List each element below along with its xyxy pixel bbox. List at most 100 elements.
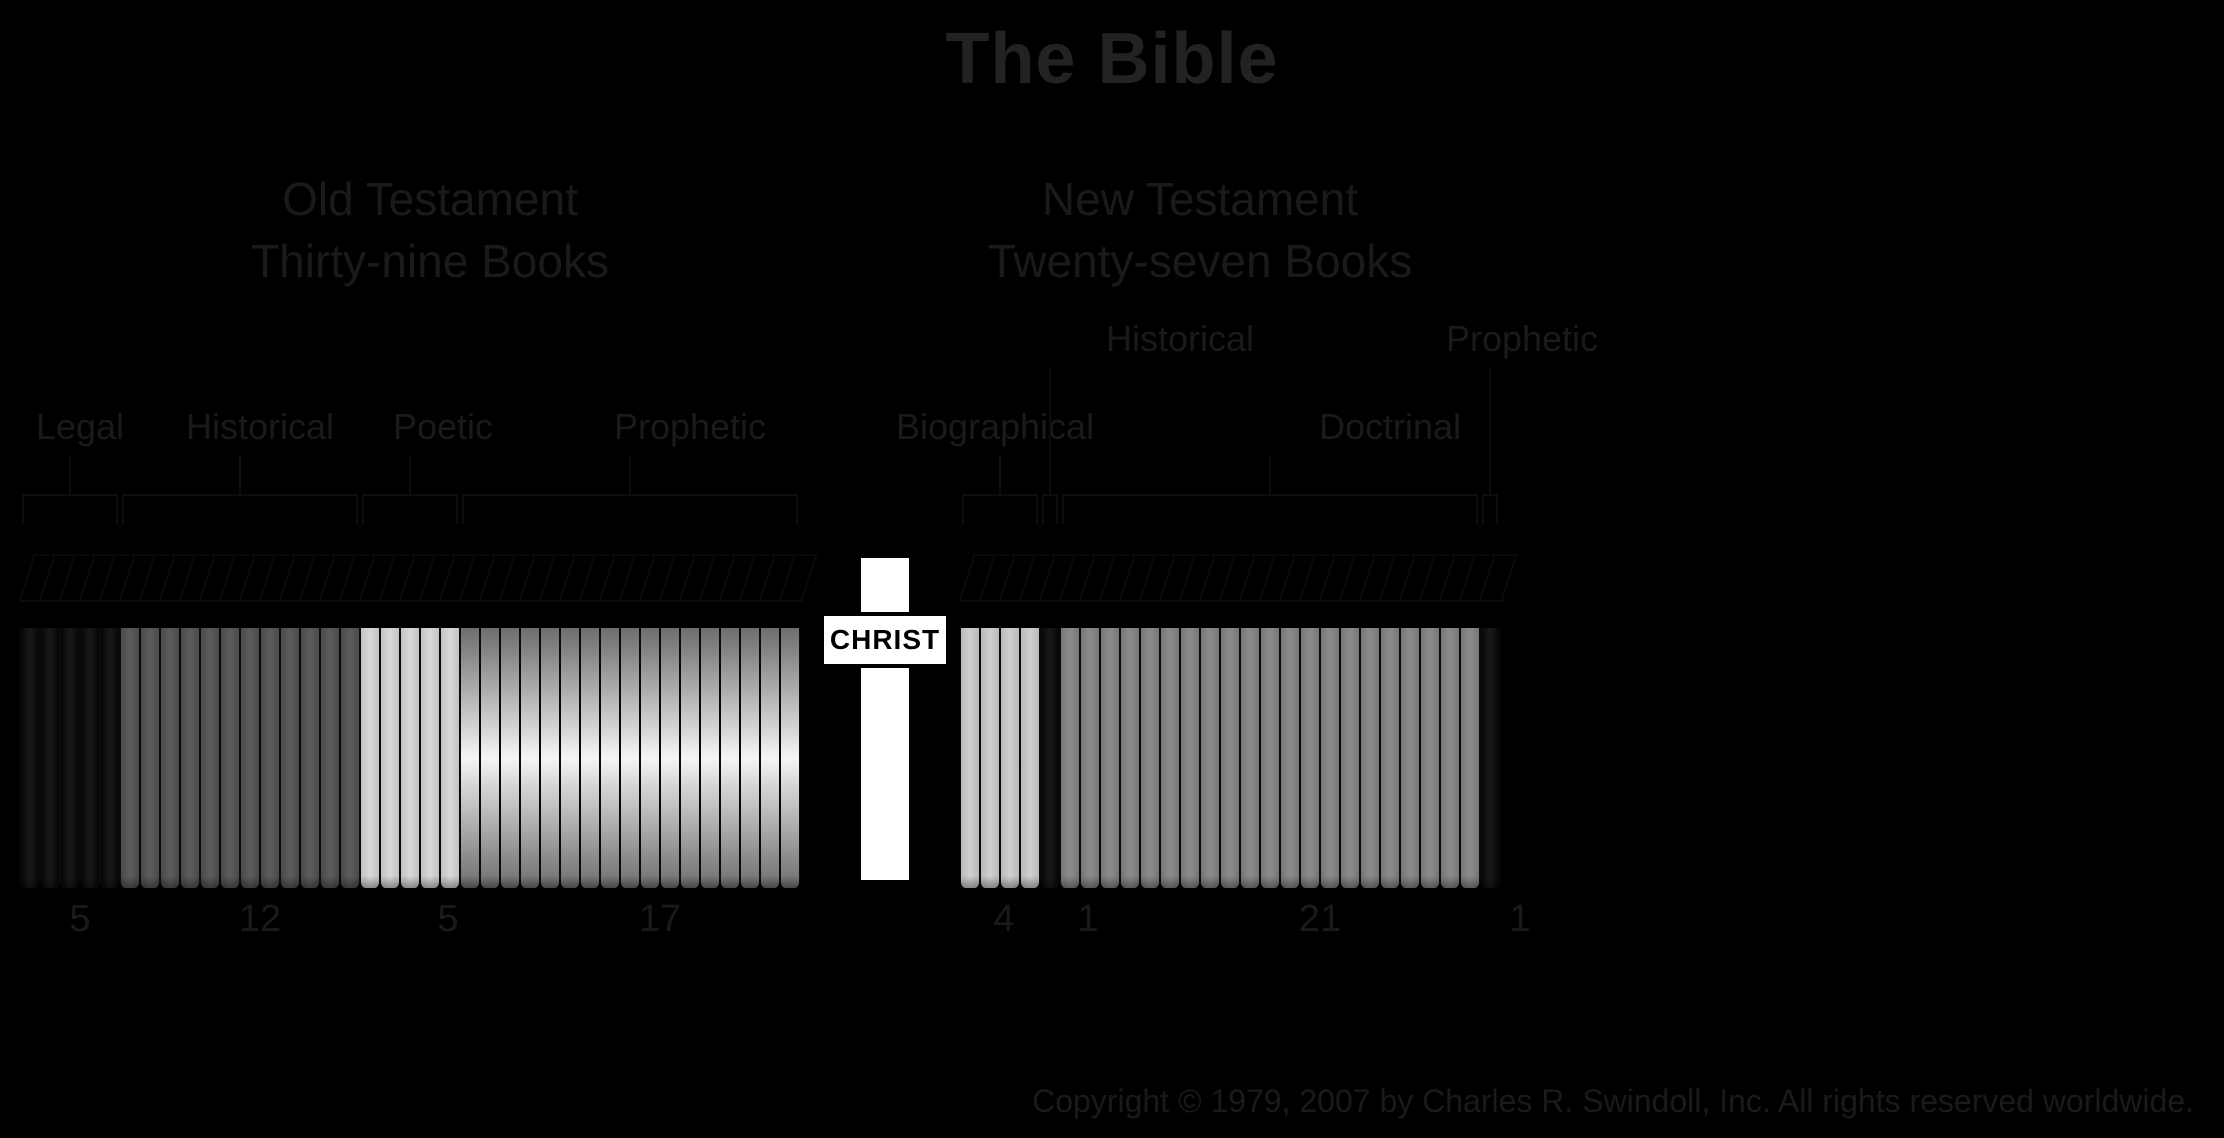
book-top	[1120, 554, 1140, 598]
book-top	[1080, 554, 1100, 598]
book-spine	[1040, 628, 1060, 888]
book-spine	[680, 628, 700, 888]
book-top	[120, 554, 140, 598]
category-bracket-historical	[122, 494, 358, 496]
book-top	[1360, 554, 1380, 598]
book-top	[620, 554, 640, 598]
book-spine	[1280, 628, 1300, 888]
book-spine	[180, 628, 200, 888]
ot-name: Old Testament	[282, 173, 578, 225]
book-top	[680, 554, 700, 598]
category-bracket-historical2	[1042, 494, 1058, 496]
book-spine	[980, 628, 1000, 888]
book-top	[1380, 554, 1400, 598]
book-top	[340, 554, 360, 598]
category-label-prophetic: Prophetic	[510, 406, 870, 448]
nt-count-text: Twenty-seven Books	[988, 235, 1412, 287]
book-spine	[1300, 628, 1320, 888]
ot-subtitle: Old Testament Thirty-nine Books	[60, 168, 800, 292]
book-top	[760, 554, 780, 598]
book-top	[360, 554, 380, 598]
book-top	[1160, 554, 1180, 598]
book-top	[960, 554, 980, 598]
book-top	[500, 554, 520, 598]
book-top	[1020, 554, 1040, 598]
book-top	[560, 554, 580, 598]
nt-name: New Testament	[1042, 173, 1358, 225]
book-spine	[1220, 628, 1240, 888]
category-bracket-legal	[22, 494, 118, 496]
cross-vertical	[857, 554, 913, 884]
category-count-prophetic: 17	[620, 898, 700, 941]
book-top	[100, 554, 120, 598]
book-top	[1060, 554, 1080, 598]
book-top	[160, 554, 180, 598]
book-spine	[600, 628, 620, 888]
book-spine	[1480, 628, 1500, 888]
book-top	[140, 554, 160, 598]
category-count-historical2: 1	[1048, 898, 1128, 941]
book-spine	[1140, 628, 1160, 888]
category-count-poetic: 5	[408, 898, 488, 941]
category-label-historical2: Historical	[1080, 318, 1280, 360]
category-label-biographical: Biographical	[870, 406, 1120, 448]
book-top	[1320, 554, 1340, 598]
book-spine	[1400, 628, 1420, 888]
book-top	[380, 554, 400, 598]
nt-book-tops	[960, 554, 1500, 598]
book-spine	[1440, 628, 1460, 888]
book-spine	[100, 628, 120, 888]
book-spine	[20, 628, 40, 888]
nt-subtitle: New Testament Twenty-seven Books	[930, 168, 1470, 292]
category-label-historical: Historical	[140, 406, 380, 448]
category-bracket-poetic	[362, 494, 458, 496]
book-top	[1200, 554, 1220, 598]
category-count-prophetic2: 1	[1480, 898, 1560, 941]
book-top	[1100, 554, 1120, 598]
book-top	[700, 554, 720, 598]
category-count-doctrinal: 21	[1280, 898, 1360, 941]
book-spine	[1000, 628, 1020, 888]
book-top	[1460, 554, 1480, 598]
book-spine	[520, 628, 540, 888]
category-count-biographical: 4	[964, 898, 1044, 941]
book-top	[300, 554, 320, 598]
book-spine	[280, 628, 300, 888]
book-top	[1400, 554, 1420, 598]
book-top	[60, 554, 80, 598]
book-spine	[220, 628, 240, 888]
book-top	[660, 554, 680, 598]
category-bracket-prophetic2	[1482, 494, 1498, 496]
book-spine	[240, 628, 260, 888]
book-top	[640, 554, 660, 598]
ot-book-tops	[20, 554, 800, 598]
book-top	[440, 554, 460, 598]
book-spine	[1080, 628, 1100, 888]
book-spine	[140, 628, 160, 888]
nt-book-row	[960, 628, 1500, 888]
book-spine	[700, 628, 720, 888]
category-label-poetic: Poetic	[378, 406, 508, 448]
book-spine	[480, 628, 500, 888]
book-spine	[320, 628, 340, 888]
category-label-prophetic2: Prophetic	[1432, 318, 1612, 360]
book-spine	[160, 628, 180, 888]
book-spine	[1380, 628, 1400, 888]
book-top	[1440, 554, 1460, 598]
book-top	[1140, 554, 1160, 598]
book-top	[1420, 554, 1440, 598]
book-top	[1480, 554, 1500, 598]
book-spine	[80, 628, 100, 888]
book-spine	[400, 628, 420, 888]
category-bracket-doctrinal	[1062, 494, 1478, 496]
book-spine	[200, 628, 220, 888]
book-spine	[1180, 628, 1200, 888]
book-top	[20, 554, 40, 598]
ot-count-text: Thirty-nine Books	[251, 235, 609, 287]
book-spine	[40, 628, 60, 888]
ot-book-row	[20, 628, 800, 888]
book-spine	[1160, 628, 1180, 888]
book-top	[1180, 554, 1200, 598]
book-top	[400, 554, 420, 598]
category-count-legal: 5	[40, 898, 120, 941]
